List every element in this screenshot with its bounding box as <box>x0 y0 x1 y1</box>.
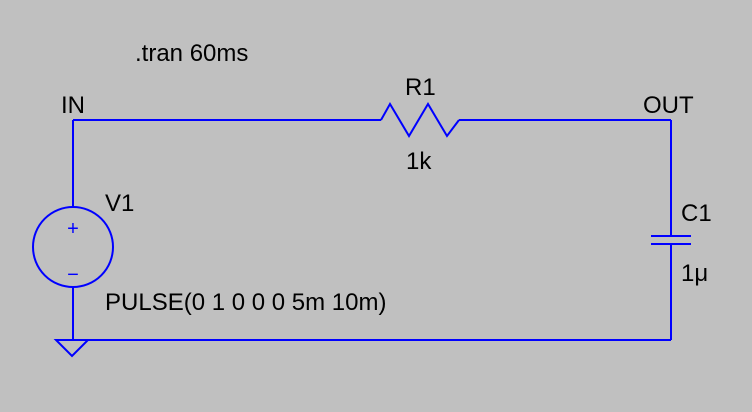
net-label-in[interactable]: IN <box>61 92 85 119</box>
net-label-out[interactable]: OUT <box>643 92 694 119</box>
source-name[interactable]: V1 <box>105 190 135 217</box>
source-body[interactable] <box>32 206 114 288</box>
source-minus-sign: − <box>67 264 79 286</box>
resistor-value[interactable]: 1k <box>406 148 432 175</box>
source-value[interactable]: PULSE(0 1 0 0 0 5m 10m) <box>105 289 387 316</box>
capacitor-value[interactable]: 1μ <box>681 260 709 287</box>
resistor-name[interactable]: R1 <box>405 74 436 101</box>
simulation-directive[interactable]: .tran 60ms <box>135 40 249 67</box>
source-plus-sign: + <box>67 218 79 240</box>
ground-symbol[interactable] <box>53 339 91 358</box>
resistor-symbol[interactable] <box>380 102 460 138</box>
capacitor-name[interactable]: C1 <box>681 200 712 227</box>
